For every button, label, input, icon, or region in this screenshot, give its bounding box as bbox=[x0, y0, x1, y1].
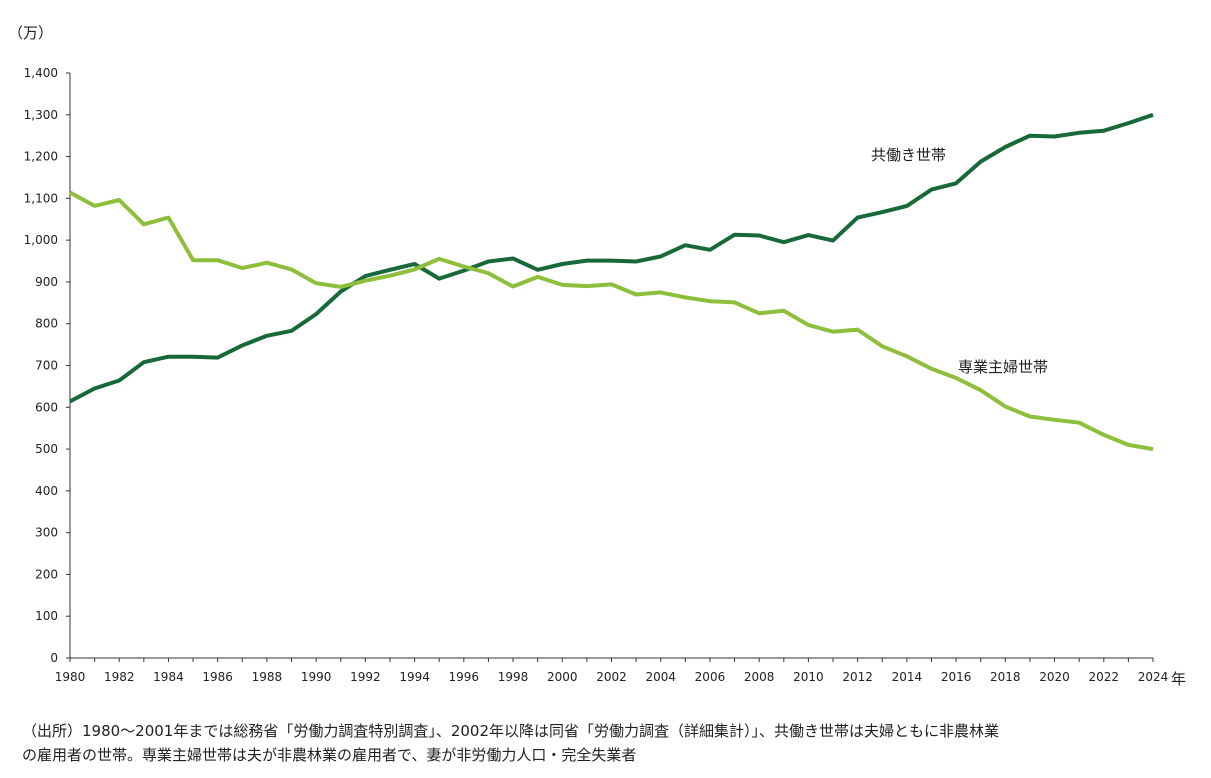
x-tick-label: 2018 bbox=[990, 670, 1021, 684]
y-tick-label: 1,400 bbox=[24, 66, 58, 80]
series-label-housewife: 専業主婦世帯 bbox=[958, 358, 1048, 376]
x-tick-label: 1990 bbox=[301, 670, 332, 684]
series-line-dual-income bbox=[69, 112, 1154, 404]
y-tick-label: 1,300 bbox=[24, 108, 58, 122]
y-tick-label: 0 bbox=[50, 651, 58, 665]
x-tick-label: 1980 bbox=[55, 670, 86, 684]
x-tick-label: 2008 bbox=[744, 670, 775, 684]
source-note-line-2: の雇用者の世帯。専業主婦世帯は夫が非農林業の雇用者で、妻が非労働力人口・完全失業… bbox=[22, 746, 637, 764]
x-tick-label: 1994 bbox=[399, 670, 430, 684]
series-label-dual-income: 共働き世帯 bbox=[871, 146, 946, 164]
y-tick-label: 200 bbox=[35, 567, 58, 581]
line-chart: 0 100 200 300 400 500 600 700 800 900 1,000 1,100 1,… bbox=[24, 66, 1186, 688]
series-line-housewife bbox=[69, 190, 1154, 452]
y-tick-label: 600 bbox=[35, 400, 58, 414]
x-tick-label: 1992 bbox=[350, 670, 381, 684]
y-tick-label: 500 bbox=[35, 442, 58, 456]
x-tick-label: 2012 bbox=[842, 670, 873, 684]
y-tick-label: 700 bbox=[35, 359, 58, 373]
y-unit-label: （万） bbox=[8, 24, 54, 42]
y-tick-label: 300 bbox=[35, 526, 58, 540]
x-tick-label: 2016 bbox=[941, 670, 972, 684]
x-tick-label: 2020 bbox=[1039, 670, 1070, 684]
y-tick-label: 800 bbox=[35, 317, 58, 331]
source-note: （出所）1980～2001年までは総務省「労働力調査特別調査」、2002年以降は… bbox=[22, 719, 1202, 767]
x-tick-label: 1984 bbox=[153, 670, 184, 684]
x-tick-label: 2010 bbox=[793, 670, 824, 684]
x-tick-label: 2000 bbox=[547, 670, 578, 684]
source-note-line-1: （出所）1980～2001年までは総務省「労働力調査特別調査」、2002年以降は… bbox=[22, 722, 1000, 740]
x-tick-label: 2014 bbox=[892, 670, 923, 684]
x-tick-label: 1996 bbox=[449, 670, 480, 684]
x-tick-label: 1986 bbox=[202, 670, 233, 684]
y-tick-label: 1,100 bbox=[24, 191, 58, 205]
x-tick-label: 1988 bbox=[252, 670, 283, 684]
x-tick-label: 1982 bbox=[104, 670, 135, 684]
x-tick-label: 2024 bbox=[1138, 670, 1169, 684]
y-tick-label: 1,200 bbox=[24, 150, 58, 164]
x-tick-label: 2006 bbox=[695, 670, 726, 684]
y-tick-label: 100 bbox=[35, 609, 58, 623]
x-tick-label: 2004 bbox=[645, 670, 676, 684]
x-tick-label: 1998 bbox=[498, 670, 529, 684]
x-tick-label: 2022 bbox=[1088, 670, 1119, 684]
x-unit-label: 年 bbox=[1171, 670, 1186, 688]
x-tick-label: 2002 bbox=[596, 670, 627, 684]
y-tick-label: 1,000 bbox=[24, 233, 58, 247]
y-tick-label: 400 bbox=[35, 484, 58, 498]
y-tick-label: 900 bbox=[35, 275, 58, 289]
